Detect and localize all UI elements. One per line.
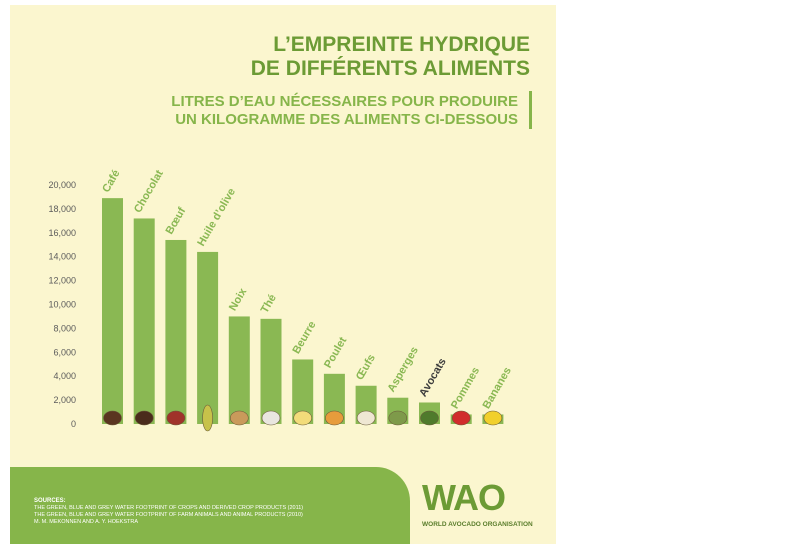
bar [197,251,219,424]
banana-icon-shape [483,410,503,426]
category-label: Bœuf [164,205,189,236]
chicken-icon-shape [325,410,344,426]
subtitle-accent-bar [529,91,532,129]
olive-oil-bottle-icon-shape [202,404,213,432]
sources-footer: SOURCES: THE GREEN, BLUE AND GREY WATER … [10,467,410,544]
bar [102,198,123,424]
source-line-2: THE GREEN, BLUE AND GREY WATER FOOTPRINT… [34,512,303,518]
category-label: Pommes [449,365,482,411]
chicken-icon [325,410,344,426]
category-label: Noix [227,286,250,313]
bar [260,318,282,424]
y-tick-label: 16,000 [48,228,76,238]
category-label: Beurre [290,319,318,356]
source-line-3: M. M. MEKONNEN AND A. Y. HOEKSTRA [34,519,139,525]
avocado-icon-shape [420,410,439,426]
nuts-icon [230,410,249,426]
y-tick-label: 8,000 [53,323,76,333]
bar [133,218,155,424]
source-line-1: THE GREEN, BLUE AND GREY WATER FOOTPRINT… [34,505,304,511]
eggs-icon-shape [356,410,376,426]
coffee-beans-icon [103,410,122,426]
asparagus-icon [388,410,408,426]
bar [323,373,345,424]
asparagus-icon-shape [388,410,408,426]
sources-heading: SOURCES: [34,498,66,504]
wao-logo: WAO WORLD AVOCADO ORGANISATION [422,477,542,537]
category-label: Bananes [481,365,514,411]
y-tick-label: 4,000 [53,371,76,381]
nuts-icon-shape [230,410,249,426]
sources-block: SOURCES: THE GREEN, BLUE AND GREY WATER … [34,498,303,526]
y-tick-label: 14,000 [48,252,76,262]
eggs-icon [356,410,376,426]
olive-oil-bottle-icon [202,404,213,432]
category-label: Œufs [354,352,378,382]
logo-wordmark: WAO [422,477,506,518]
y-tick-label: 12,000 [48,276,76,286]
bar [292,359,314,424]
title-line-2: DE DIFFÉRENTS ALIMENTS [250,57,530,80]
steak-icon [166,410,186,426]
y-tick-label: 18,000 [48,204,76,214]
steak-icon-shape [166,410,186,426]
chocolate-icon-shape [134,410,154,426]
category-label: Poulet [322,335,349,370]
bar-chart: 0 2,000 4,000 6,000 8,000 10,000 12,000 14,000 1… [48,168,514,432]
y-tick-label: 2,000 [53,395,76,405]
coffee-beans-icon-shape [103,410,122,426]
title-line-1: L’EMPREINTE HYDRIQUE [273,33,530,56]
teacup-icon [261,410,281,426]
apple-icon-shape [451,410,471,426]
category-label: Avocats [417,356,449,399]
category-label: Asperges [386,345,421,394]
bar [228,316,250,424]
category-label: Café [100,168,122,195]
y-tick-label: 10,000 [48,300,76,310]
chocolate-icon [134,410,154,426]
infographic-card: L’EMPREINTE HYDRIQUE DE DIFFÉRENTS ALIME… [10,5,556,544]
bar [165,239,187,424]
y-tick-label: 0 [71,419,76,429]
butter-icon [293,410,313,426]
banana-icon [483,410,503,426]
logo-organisation-name: WORLD AVOCADO ORGANISATION [422,521,533,528]
avocado-icon [420,410,439,426]
butter-icon-shape [293,410,313,426]
subtitle-line-1: LITRES D’EAU NÉCESSAIRES POUR PRODUIRE [171,93,518,110]
category-label: Thé [259,292,279,315]
category-label: Chocolat [132,168,166,215]
y-tick-label: 6,000 [53,347,76,357]
y-tick-label: 20,000 [48,180,76,190]
subtitle-line-2: UN KILOGRAMME DES ALIMENTS CI-DESSOUS [175,111,518,128]
apple-icon [451,410,471,426]
category-label: Huile d’olive [195,186,238,248]
teacup-icon-shape [261,410,281,426]
